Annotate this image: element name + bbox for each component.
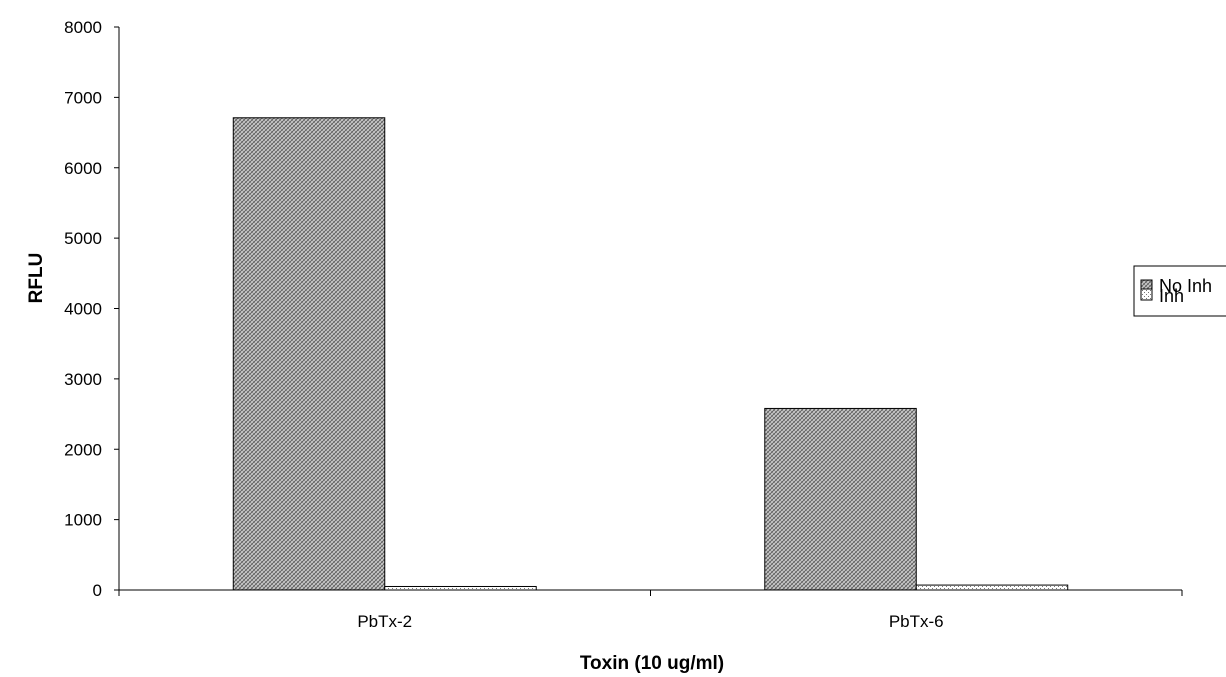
legend-swatch-inh: [1140, 288, 1153, 301]
y-tick-label: 5000: [64, 229, 102, 248]
legend: No Inh Inh: [1133, 265, 1226, 317]
x-axis-ticks: PbTx-2 PbTx-6: [118, 590, 1183, 631]
y-tick-label: 4000: [64, 300, 102, 319]
x-tick-label: PbTx-6: [889, 612, 944, 631]
bar-inh-pbtx-2: [384, 585, 537, 591]
bar-no-inh-pbtx-6: [764, 407, 917, 591]
x-tick-label: PbTx-2: [357, 612, 412, 631]
bar-inh-pbtx-6: [915, 584, 1069, 591]
x-axis-title: Toxin (10 ug/ml): [580, 653, 724, 674]
legend-label-no-inh: No Inh: [1159, 276, 1212, 296]
y-tick-label: 2000: [64, 440, 102, 459]
y-axis: 0 1000 2000 3000 4000 5000 6000 7000 8000: [64, 18, 120, 600]
bar-no-inh-pbtx-2: [232, 117, 386, 591]
y-tick-label: 3000: [64, 370, 102, 389]
bar-group: [232, 117, 1069, 591]
legend-label-inh: Inh: [1159, 286, 1184, 306]
y-tick-label: 7000: [64, 88, 102, 107]
y-tick-label: 8000: [64, 18, 102, 37]
y-tick-label: 6000: [64, 159, 102, 178]
x-axis: PbTx-2 PbTx-6: [118, 589, 1183, 631]
y-axis-ticks: 0 1000 2000 3000 4000 5000 6000 7000 8000: [64, 18, 119, 600]
y-tick-label: 1000: [64, 511, 102, 530]
y-axis-title: RFLU: [26, 253, 47, 304]
y-tick-label: 0: [93, 581, 102, 600]
